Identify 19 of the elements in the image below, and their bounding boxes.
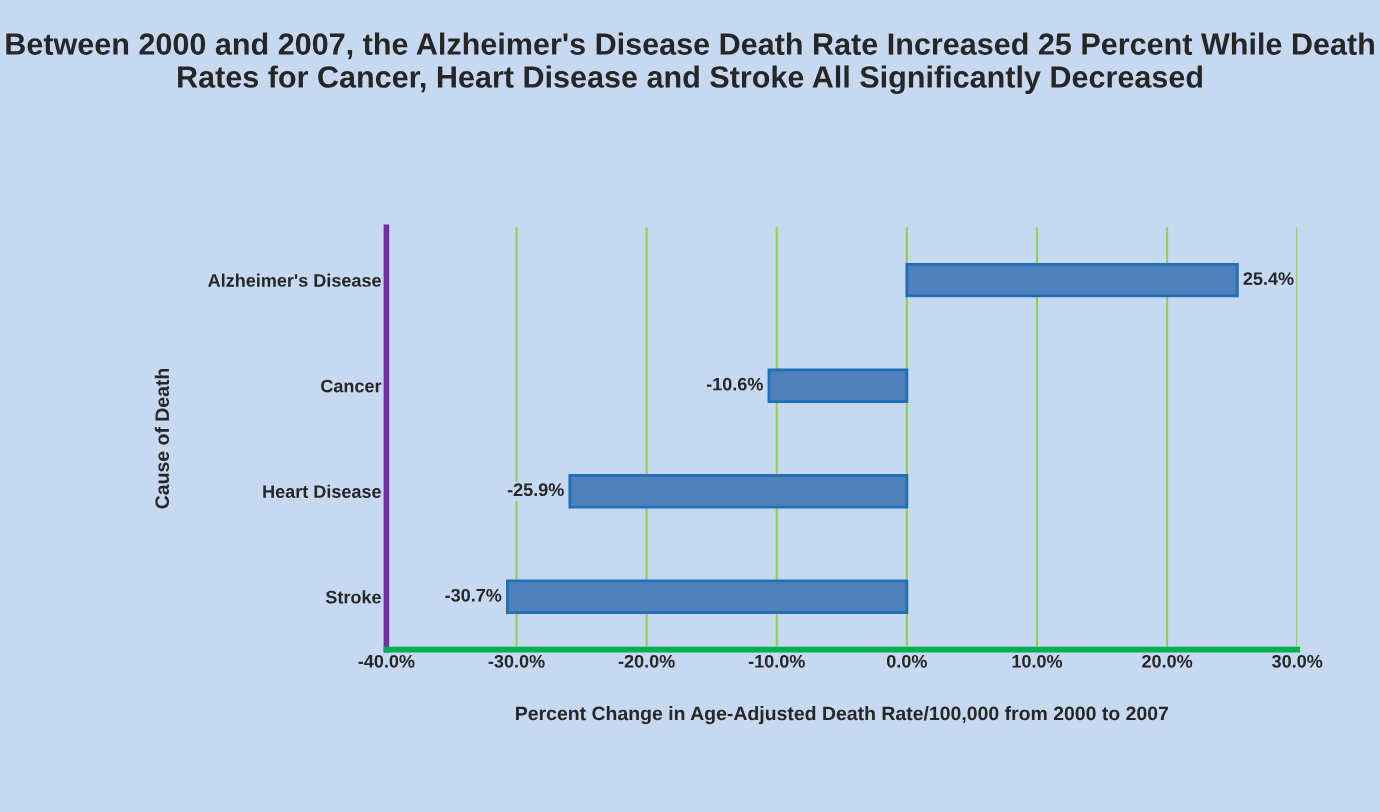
y-tick-label: Cancer [321,379,382,393]
x-tick-label: -10.0% [748,654,805,668]
data-label: -30.7% [445,588,502,602]
y-axis-title: Cause of Death [154,368,170,509]
x-tick-label: -30.0% [488,654,545,668]
x-tick-label: 0.0% [886,654,927,668]
x-tick-label: -40.0% [358,654,415,668]
y-tick-label: Heart Disease [263,484,381,498]
x-tick-label: 30.0% [1272,654,1323,668]
data-label: -25.9% [507,483,564,497]
data-label: -10.6% [706,377,763,391]
y-tick-label: Stroke [325,590,381,604]
x-tick-label: 10.0% [1012,654,1063,668]
chart-title: Between 2000 and 2007, the Alzheimer's Disease Death Rate Increased 25 Percent While Death Rates for Cancer, Heart Disease and Stroke All Significantly Decreased [6,32,1374,95]
x-axis-title: Percent Change in Age-Adjusted Death Rate/100,000 from 2000 to 2007 [516,706,1169,725]
y-tick-label: Alzheimer's Disease [208,273,381,287]
x-tick-label: 20.0% [1142,654,1193,668]
data-label: 25.4% [1243,272,1294,285]
x-tick-label: -20.0% [618,654,675,668]
